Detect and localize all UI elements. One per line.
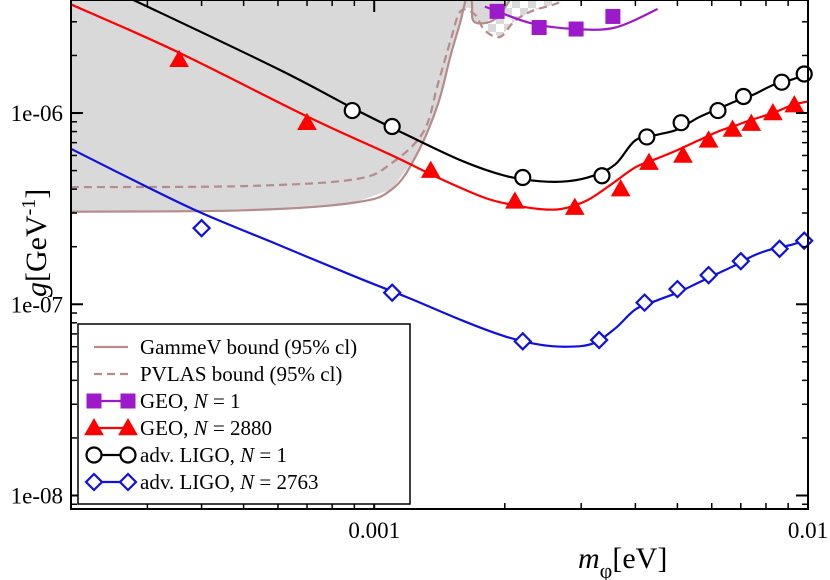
series-3-point: [699, 265, 719, 285]
series-line-1: [71, 3, 808, 211]
series-3-point: [770, 239, 790, 259]
legend-label: adv. LIGO, N = 1: [140, 443, 287, 467]
series-3-point: [731, 251, 751, 271]
legend-label: adv. LIGO, N = 2763: [140, 470, 318, 494]
series-0-point: [568, 21, 584, 37]
x-tick-label: 0.01: [788, 518, 828, 543]
series-2-point: [734, 87, 753, 106]
series-1-point: [741, 113, 762, 131]
plot-frame: [70, 0, 809, 510]
legend-marker: [85, 446, 103, 464]
series-3-point: [192, 218, 212, 238]
series-1-point: [673, 145, 693, 163]
legend-marker: [86, 393, 102, 409]
series-3-point: [667, 279, 687, 299]
series-3-point: [635, 293, 655, 313]
series-3-point: [513, 331, 533, 351]
gammev-region-fill: [71, 0, 514, 212]
legend: GammeV bound (95% cl) PVLAS bound (95% cl…: [77, 323, 411, 505]
legend-marker: [118, 472, 138, 492]
series-markers: [169, 3, 814, 351]
series-3-point: [382, 283, 402, 303]
y-tick-label: 1e-08: [11, 484, 63, 509]
legend-label: GEO, N = 1: [140, 389, 241, 413]
series-2-point: [593, 167, 611, 185]
x-axis-label: mφ[eV]: [578, 542, 667, 580]
series-1-point: [297, 112, 317, 130]
series-2-point: [514, 168, 532, 187]
legend-marker: [120, 393, 136, 409]
exclusion-regions: [71, 0, 569, 213]
legend-label: GammeV bound (95% cl): [140, 335, 357, 359]
series-1-point: [784, 95, 805, 113]
legend-label: GEO, N = 2880: [140, 416, 272, 440]
series-1-point: [722, 119, 743, 137]
series-3-point: [589, 330, 609, 350]
series-1-point: [420, 160, 441, 178]
pvlas-bound-line: [71, 0, 567, 189]
legend-box: [77, 323, 411, 505]
series-2-point: [383, 117, 401, 136]
series-2-point: [795, 65, 813, 83]
legend-marker: [84, 472, 104, 492]
series-2-point: [672, 114, 690, 132]
series-1-point: [763, 103, 783, 121]
y-axis-label: g[GeV-1]: [18, 189, 53, 297]
legend-label: PVLAS bound (95% cl): [140, 362, 342, 386]
series-0-point: [605, 8, 621, 24]
series-2-point: [343, 101, 361, 120]
series-0-point: [489, 3, 505, 19]
series-1-point: [698, 130, 719, 148]
x-tick-label: 0.001: [348, 518, 400, 543]
series-2-point: [638, 128, 656, 146]
series-1-point: [169, 49, 189, 67]
y-tick-label: 1e-06: [11, 101, 63, 126]
series-1-point: [639, 152, 659, 170]
legend-marker: [84, 417, 104, 436]
series-1-point: [505, 191, 525, 209]
y-tick-label: 1e-07: [11, 292, 63, 317]
series-2-point: [709, 101, 727, 120]
legend-marker: [119, 446, 137, 464]
series-2-point: [773, 73, 791, 91]
gammev-bound-line: [71, 0, 512, 213]
axis-labels: 0.001 0.01 1e-08 1e-07 1e-06 mφ[eV] g[GeV-1]: [11, 101, 829, 580]
series-1-point: [564, 197, 585, 215]
series-1-point: [610, 179, 631, 197]
legend-marker: [118, 417, 138, 436]
series-0-point: [531, 20, 547, 36]
